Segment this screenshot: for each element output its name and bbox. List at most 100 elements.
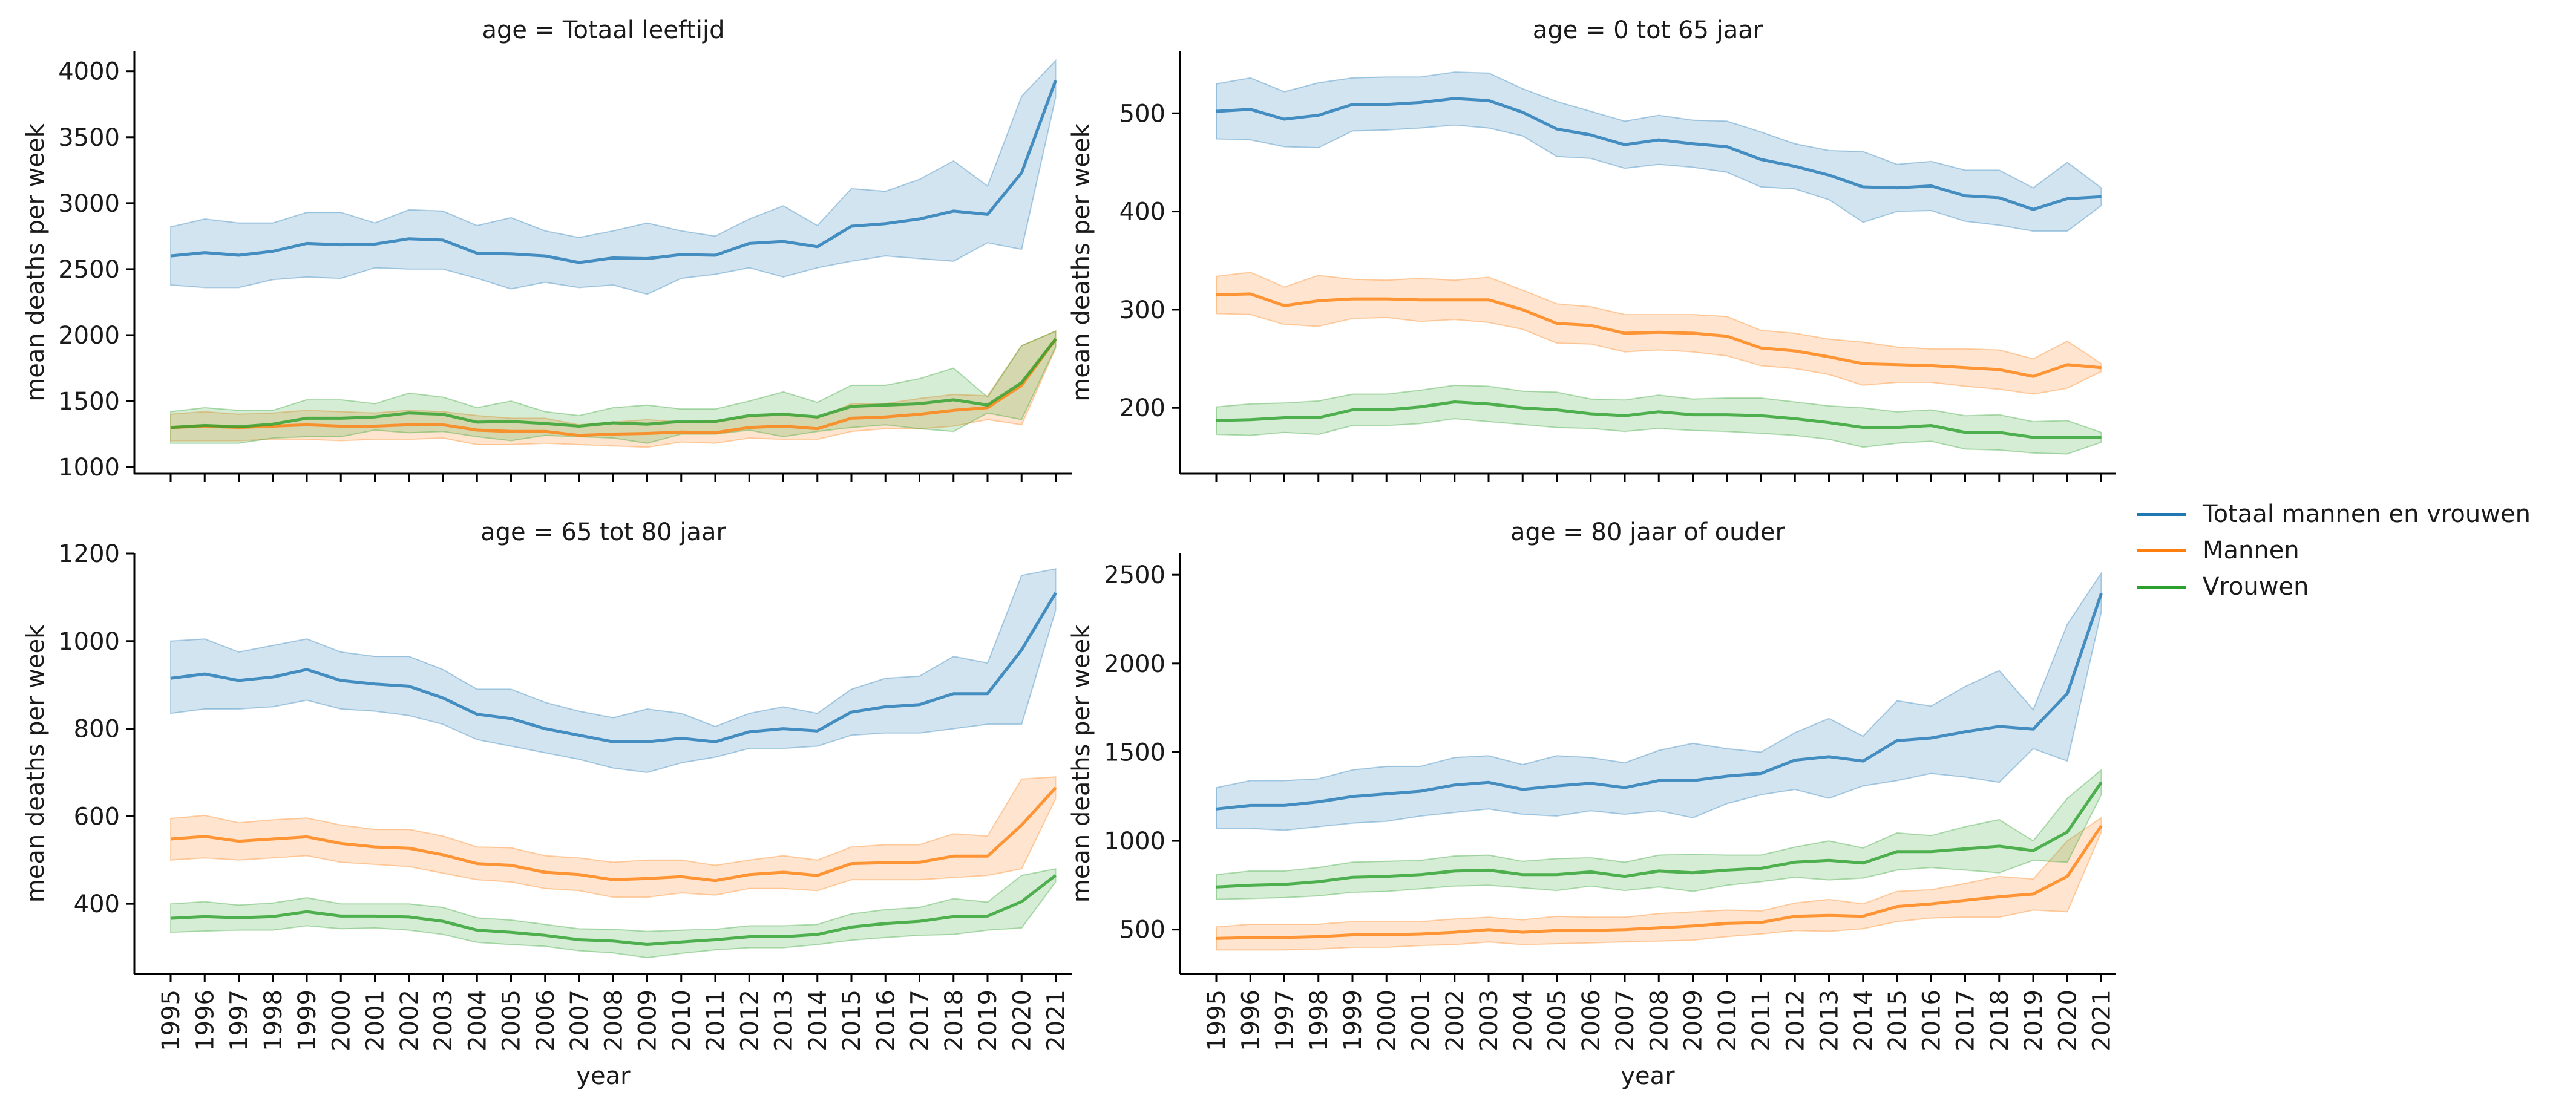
x-tick-label: 2008 bbox=[1645, 990, 1673, 1051]
y-axis-label: mean deaths per week bbox=[22, 624, 50, 903]
x-tick-label: 1998 bbox=[1305, 990, 1333, 1051]
x-tick-label: 2009 bbox=[634, 990, 662, 1051]
x-tick-label: 2017 bbox=[1952, 990, 1980, 1051]
y-tick-label: 3000 bbox=[58, 190, 120, 218]
x-tick-label: 2010 bbox=[1714, 990, 1742, 1051]
y-tick-label: 1000 bbox=[58, 628, 120, 656]
panel-title: age = 65 tot 80 jaar bbox=[480, 518, 726, 546]
x-tick-label: 2000 bbox=[327, 990, 355, 1051]
x-tick-label: 2019 bbox=[2020, 990, 2048, 1051]
x-tick-label: 2001 bbox=[362, 990, 390, 1051]
legend-label-vrouwen: Vrouwen bbox=[2203, 573, 2309, 601]
y-tick-label: 1500 bbox=[58, 388, 120, 416]
x-tick-label: 2008 bbox=[600, 990, 628, 1051]
x-tick-label: 2006 bbox=[1578, 990, 1605, 1051]
panel-title: age = Totaal leeftijd bbox=[482, 16, 724, 44]
x-tick-label: 2015 bbox=[838, 990, 866, 1051]
x-tick-label: 2004 bbox=[464, 990, 491, 1051]
panel-4: age = 80 jaar of ouder mean deaths per we… bbox=[1067, 518, 2116, 1090]
x-tick-label: 2002 bbox=[1441, 990, 1469, 1051]
y-tick-label: 400 bbox=[74, 890, 120, 918]
x-tick-label: 2019 bbox=[974, 990, 1002, 1051]
x-tick-label: 2000 bbox=[1373, 990, 1401, 1051]
y-tick-label: 2000 bbox=[58, 322, 120, 350]
x-tick-label: 2010 bbox=[668, 990, 696, 1051]
legend-swatch-totaal bbox=[2137, 512, 2186, 516]
y-tick-label: 2000 bbox=[1104, 650, 1165, 678]
confidence-band-2 bbox=[170, 330, 1057, 448]
x-tick-label: 2013 bbox=[770, 990, 798, 1051]
x-tick-label: 2009 bbox=[1680, 990, 1708, 1051]
x-tick-label: 2018 bbox=[1986, 990, 2014, 1051]
x-tick-label: 2020 bbox=[2054, 990, 2082, 1051]
confidence-band-3 bbox=[1216, 384, 2102, 455]
y-tick-label: 1500 bbox=[1104, 739, 1165, 766]
y-tick-label: 400 bbox=[1119, 198, 1165, 226]
y-axis-label: mean deaths per week bbox=[22, 123, 50, 401]
legend: Totaal mannen en vrouwen Mannen Vrouwen bbox=[2137, 496, 2531, 605]
y-tick-label: 1000 bbox=[1104, 828, 1165, 855]
x-tick-label: 2013 bbox=[1816, 990, 1844, 1051]
x-tick-label: 2007 bbox=[566, 990, 594, 1051]
x-tick-label: 2014 bbox=[1850, 990, 1878, 1051]
x-tick-label: 2006 bbox=[532, 990, 560, 1051]
x-tick-label: 2002 bbox=[396, 990, 424, 1051]
y-tick-label: 500 bbox=[1119, 916, 1165, 944]
y-tick-label: 2500 bbox=[1104, 561, 1165, 589]
legend-item-totaal: Totaal mannen en vrouwen bbox=[2137, 496, 2531, 532]
x-tick-label: 2005 bbox=[1544, 990, 1571, 1051]
confidence-band-1 bbox=[1216, 71, 2102, 232]
x-tick-label: 1995 bbox=[1203, 990, 1231, 1051]
x-tick-label: 2016 bbox=[1918, 990, 1945, 1051]
y-tick-label: 2500 bbox=[58, 256, 120, 284]
x-tick-label: 2021 bbox=[1043, 990, 1070, 1051]
x-tick-label: 1997 bbox=[226, 990, 254, 1051]
confidence-band-1 bbox=[1216, 570, 2102, 831]
x-tick-label: 2007 bbox=[1611, 990, 1639, 1051]
confidence-band-2 bbox=[170, 776, 1057, 898]
y-tick-label: 1200 bbox=[58, 540, 120, 568]
panel-title: age = 0 tot 65 jaar bbox=[1533, 16, 1763, 44]
x-tick-label: 2011 bbox=[702, 990, 730, 1051]
confidence-band-3 bbox=[1216, 768, 2102, 900]
legend-label-totaal: Totaal mannen en vrouwen bbox=[2203, 500, 2531, 528]
x-tick-label: 2014 bbox=[804, 990, 832, 1051]
y-tick-label: 4000 bbox=[58, 58, 120, 86]
y-axis-label: mean deaths per week bbox=[1067, 624, 1095, 903]
y-tick-label: 500 bbox=[1119, 100, 1165, 128]
y-tick-label: 600 bbox=[74, 803, 120, 831]
legend-swatch-mannen bbox=[2137, 549, 2186, 552]
confidence-band-2 bbox=[1216, 817, 2102, 951]
panel-3: age = 65 tot 80 jaar mean deaths per week… bbox=[22, 518, 1072, 1090]
x-tick-label: 2012 bbox=[736, 990, 764, 1051]
x-tick-label: 1996 bbox=[191, 990, 219, 1051]
legend-item-vrouwen: Vrouwen bbox=[2137, 569, 2531, 605]
x-tick-label: 2018 bbox=[940, 990, 968, 1051]
x-tick-label: 1998 bbox=[260, 990, 287, 1051]
confidence-band-3 bbox=[170, 868, 1057, 959]
legend-label-mannen: Mannen bbox=[2203, 537, 2299, 564]
x-axis-label: year bbox=[1621, 1062, 1675, 1090]
y-axis-label: mean deaths per week bbox=[1067, 123, 1095, 401]
legend-item-mannen: Mannen bbox=[2137, 532, 2531, 569]
y-tick-label: 800 bbox=[74, 716, 120, 743]
x-tick-label: 2005 bbox=[498, 990, 526, 1051]
y-tick-label: 3500 bbox=[58, 124, 120, 152]
x-tick-label: 2003 bbox=[430, 990, 457, 1051]
x-tick-label: 2016 bbox=[872, 990, 900, 1051]
x-tick-label: 2015 bbox=[1884, 990, 1912, 1051]
x-tick-label: 2004 bbox=[1509, 990, 1537, 1051]
y-tick-label: 1000 bbox=[58, 454, 120, 482]
x-tick-label: 1996 bbox=[1237, 990, 1265, 1051]
x-tick-label: 2021 bbox=[2088, 990, 2116, 1051]
x-tick-label: 2011 bbox=[1748, 990, 1775, 1051]
x-tick-label: 1995 bbox=[157, 990, 185, 1051]
x-tick-label: 2003 bbox=[1475, 990, 1503, 1051]
x-tick-label: 1997 bbox=[1271, 990, 1299, 1051]
y-tick-label: 200 bbox=[1119, 394, 1165, 422]
x-axis-label: year bbox=[576, 1062, 631, 1090]
x-tick-label: 2017 bbox=[906, 990, 934, 1051]
panel-title: age = 80 jaar of ouder bbox=[1510, 518, 1785, 546]
x-tick-label: 2012 bbox=[1781, 990, 1809, 1051]
